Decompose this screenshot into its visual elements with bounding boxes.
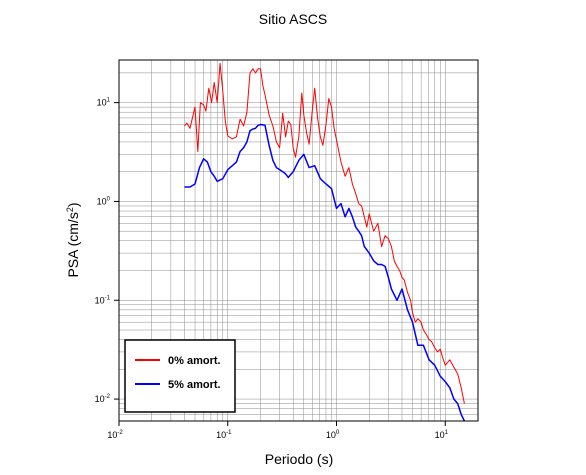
y-tick-label: 10-2 — [95, 394, 111, 404]
x-tick-label: 101 — [435, 430, 449, 440]
legend-box — [124, 339, 236, 413]
chart-title: Sitio ASCS — [259, 11, 327, 27]
x-tick-label: 10-2 — [107, 430, 123, 440]
y-tick-label: 101 — [97, 98, 111, 108]
series-layer — [184, 62, 466, 422]
series-line-1 — [184, 62, 465, 404]
y-axis-label: PSA (cm/s2) — [65, 202, 81, 277]
plot-frame — [118, 59, 479, 422]
legend-label-1: 0% amort. — [168, 355, 221, 367]
legend-label-2: 5% amort. — [168, 379, 221, 391]
x-tick-label: 10-1 — [216, 430, 232, 440]
y-tick-label: 100 — [97, 196, 111, 206]
x-axis-label: Periodo (s) — [265, 451, 333, 467]
series-line-2 — [184, 123, 466, 422]
tick-layer: 10-2 10-1 100 101 10-2 10-1 100 101 — [95, 98, 449, 440]
y-tick-label: 10-1 — [95, 295, 111, 305]
x-tick-label: 100 — [326, 430, 340, 440]
legend: 0% amort. 5% amort. — [124, 339, 236, 413]
